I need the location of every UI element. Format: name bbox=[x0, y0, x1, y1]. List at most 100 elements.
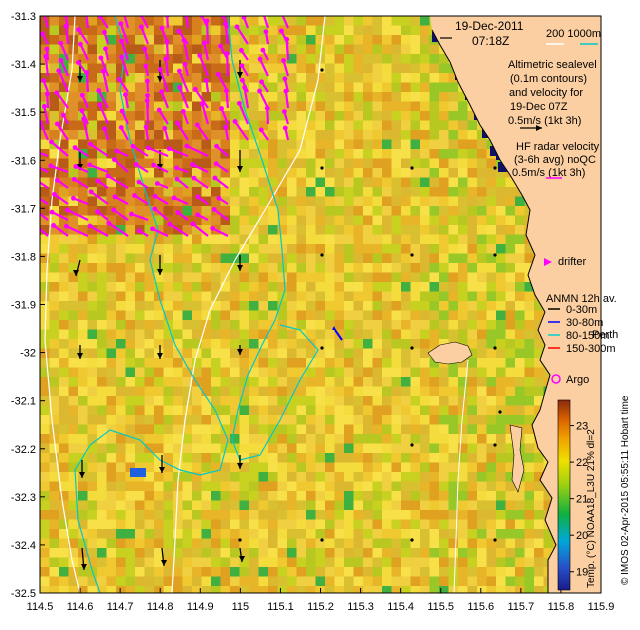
sst-cell bbox=[344, 35, 354, 45]
radar-arrow bbox=[43, 106, 50, 125]
sst-cell bbox=[220, 519, 231, 530]
sst-cell bbox=[78, 367, 88, 378]
sst-cell bbox=[268, 234, 278, 245]
sst-cell bbox=[325, 215, 335, 226]
sst-cell bbox=[325, 291, 335, 302]
sst-cell bbox=[306, 234, 316, 245]
sst-cell bbox=[353, 44, 364, 55]
sst-cell bbox=[467, 320, 478, 330]
sst-cell bbox=[258, 16, 269, 26]
radar-arrowhead bbox=[281, 58, 286, 63]
sst-cell bbox=[353, 367, 364, 378]
sst-cell bbox=[496, 253, 506, 264]
altimetry-arrowhead bbox=[81, 564, 87, 570]
sst-cell bbox=[315, 139, 326, 150]
sst-cell bbox=[315, 529, 326, 539]
sst-cell bbox=[467, 301, 478, 311]
sst-cell bbox=[125, 548, 136, 558]
sst-cell bbox=[306, 92, 316, 102]
sst-cell bbox=[315, 339, 326, 349]
sst-cell bbox=[173, 443, 183, 454]
sst-cell bbox=[49, 158, 60, 169]
sst-cell bbox=[448, 367, 459, 378]
sst-cell bbox=[391, 500, 402, 511]
sst-cell bbox=[135, 120, 145, 131]
sst-cell bbox=[382, 149, 392, 159]
sst-cell bbox=[249, 500, 259, 511]
sst-cell bbox=[116, 377, 126, 387]
sst-cell bbox=[220, 187, 231, 197]
sst-cell bbox=[144, 491, 155, 501]
sst-cell bbox=[239, 158, 250, 169]
sst-cell bbox=[49, 519, 60, 530]
sst-cell bbox=[515, 510, 525, 520]
sst-cell bbox=[363, 244, 373, 254]
sst-cell bbox=[334, 415, 345, 425]
sst-cell bbox=[344, 567, 354, 577]
sst-cell bbox=[49, 149, 60, 159]
x-tick-label: 115.3 bbox=[347, 601, 374, 613]
sst-cell bbox=[135, 481, 145, 492]
sst-cell bbox=[239, 149, 250, 159]
sst-cell bbox=[211, 177, 221, 188]
sst-cell bbox=[220, 367, 231, 378]
sst-cell bbox=[125, 377, 136, 387]
sst-cell bbox=[401, 111, 411, 121]
sst-cell bbox=[154, 434, 164, 444]
sst-cell bbox=[458, 101, 468, 112]
sst-cell bbox=[154, 206, 164, 216]
sst-cell bbox=[391, 329, 402, 340]
coastline bbox=[431, 29, 557, 593]
sst-cell bbox=[448, 510, 459, 520]
sst-cell bbox=[125, 481, 136, 492]
sst-cell bbox=[201, 234, 212, 245]
sst-cell bbox=[230, 196, 240, 207]
sst-cell bbox=[173, 16, 183, 26]
sst-cell bbox=[325, 177, 335, 188]
radar-arrow bbox=[266, 108, 270, 125]
sst-cell bbox=[277, 282, 288, 292]
sst-cell bbox=[40, 168, 50, 178]
sst-cell bbox=[230, 253, 240, 264]
sst-cell bbox=[249, 215, 259, 226]
radar-arrowhead bbox=[258, 127, 264, 133]
sst-cell bbox=[458, 253, 468, 264]
sst-cell bbox=[125, 329, 136, 340]
sst-cell bbox=[334, 111, 345, 121]
sst-cell bbox=[534, 586, 544, 593]
sst-cell bbox=[78, 301, 88, 311]
sst-cell bbox=[78, 348, 88, 359]
sst-cell bbox=[344, 54, 354, 64]
sst-cell bbox=[249, 82, 259, 93]
sst-cell bbox=[429, 548, 440, 558]
sst-cell bbox=[135, 462, 145, 473]
sst-cell bbox=[249, 120, 259, 131]
sst-cell bbox=[239, 557, 250, 568]
sst-cell bbox=[600, 54, 601, 64]
sst-cell bbox=[106, 500, 117, 511]
sst-cell bbox=[334, 149, 345, 159]
sst-cell bbox=[154, 82, 164, 93]
sst-cell bbox=[163, 187, 174, 197]
sst-cell bbox=[401, 491, 411, 501]
sst-cell bbox=[372, 73, 383, 83]
sst-cell bbox=[296, 234, 307, 245]
sst-cell bbox=[439, 253, 449, 264]
sst-cell bbox=[420, 386, 430, 397]
sst-cell bbox=[382, 44, 392, 55]
sst-cell bbox=[135, 538, 145, 549]
sst-cell bbox=[258, 358, 269, 368]
sst-cell bbox=[144, 111, 155, 121]
sst-cell bbox=[182, 377, 193, 387]
sst-cell bbox=[287, 120, 297, 131]
sst-cell bbox=[249, 272, 259, 283]
sst-cell bbox=[325, 101, 335, 112]
sst-cell bbox=[268, 310, 278, 321]
sst-cell bbox=[429, 491, 440, 501]
sst-cell bbox=[201, 54, 212, 64]
sst-cell bbox=[192, 320, 202, 330]
radar-arrowhead bbox=[63, 16, 69, 19]
sst-cell bbox=[268, 263, 278, 273]
sst-cell bbox=[600, 35, 601, 45]
sst-cell bbox=[182, 519, 193, 530]
